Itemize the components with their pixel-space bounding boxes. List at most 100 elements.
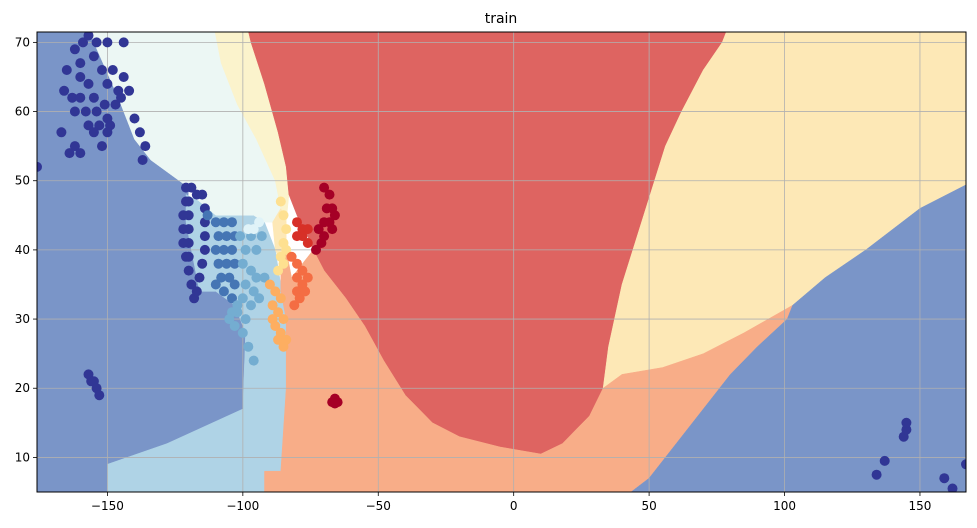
data-point xyxy=(267,300,278,311)
data-point xyxy=(56,127,67,138)
data-point xyxy=(178,210,189,221)
data-point xyxy=(294,293,305,304)
data-point xyxy=(227,293,237,304)
data-point xyxy=(302,224,313,235)
data-point xyxy=(118,37,129,48)
data-point xyxy=(329,210,340,221)
data-point xyxy=(297,265,308,276)
data-point xyxy=(97,141,107,152)
data-point xyxy=(183,265,194,276)
data-point xyxy=(901,417,912,428)
y-tick-label: 20 xyxy=(15,381,30,395)
data-point xyxy=(218,286,229,297)
data-point xyxy=(947,483,958,492)
plot-frame xyxy=(36,31,967,493)
data-point xyxy=(69,106,80,117)
data-point xyxy=(275,196,286,207)
data-point xyxy=(292,272,302,283)
data-point xyxy=(240,314,251,325)
y-tick-label: 60 xyxy=(15,105,30,119)
data-point xyxy=(237,293,248,304)
data-point xyxy=(83,32,94,41)
data-point xyxy=(137,155,148,165)
data-point xyxy=(94,390,105,401)
data-point xyxy=(879,455,890,466)
data-point xyxy=(199,231,210,242)
data-point xyxy=(329,398,340,409)
data-point xyxy=(129,113,140,124)
data-point xyxy=(124,85,135,96)
data-point xyxy=(78,37,88,48)
x-tick-label: 0 xyxy=(510,499,518,513)
data-point xyxy=(83,78,94,89)
data-point xyxy=(181,182,191,193)
x-tick-label: 100 xyxy=(773,499,796,513)
data-point xyxy=(210,279,221,290)
data-point xyxy=(232,300,243,311)
data-point xyxy=(224,314,235,325)
data-point xyxy=(281,244,292,255)
data-point xyxy=(116,92,126,103)
y-tick-label: 10 xyxy=(15,450,30,464)
data-point xyxy=(94,120,105,131)
data-point xyxy=(37,161,42,172)
data-point xyxy=(275,293,286,304)
data-point xyxy=(273,265,284,276)
data-point xyxy=(292,217,302,228)
data-point xyxy=(191,286,202,297)
y-tick-label: 30 xyxy=(15,312,30,326)
data-point xyxy=(319,231,330,242)
data-point xyxy=(69,44,80,55)
data-point xyxy=(88,92,99,103)
x-axis: −150 −100 −50 0 50 100 150 xyxy=(91,492,931,513)
data-point xyxy=(80,106,91,117)
data-point xyxy=(69,141,80,152)
data-point xyxy=(88,127,99,138)
data-point xyxy=(237,327,248,338)
data-point xyxy=(246,265,256,276)
data-point xyxy=(240,279,251,290)
data-point xyxy=(88,51,99,62)
data-point xyxy=(871,469,882,480)
x-tick-label: 50 xyxy=(641,499,656,513)
data-point xyxy=(213,258,224,269)
y-axis: 10 20 30 40 50 60 70 xyxy=(15,35,37,464)
data-point xyxy=(311,244,321,255)
data-point xyxy=(292,258,302,269)
data-point xyxy=(267,314,278,325)
data-point xyxy=(229,258,240,269)
data-point xyxy=(75,92,86,103)
data-point xyxy=(227,217,237,228)
data-point xyxy=(281,224,292,235)
data-point xyxy=(237,258,248,269)
plot-area xyxy=(37,32,966,492)
data-point xyxy=(251,272,262,283)
data-point xyxy=(181,196,191,207)
data-point xyxy=(278,258,289,269)
data-point xyxy=(118,72,129,82)
x-tick-label: −150 xyxy=(91,499,124,513)
data-point xyxy=(229,279,240,290)
data-point xyxy=(191,189,202,200)
data-point xyxy=(64,148,75,159)
data-point xyxy=(216,272,227,283)
data-point xyxy=(102,78,113,89)
data-point xyxy=(83,120,94,131)
data-point xyxy=(248,355,259,366)
data-point xyxy=(99,99,110,110)
data-point xyxy=(235,231,246,242)
x-tick-label: −50 xyxy=(366,499,391,513)
data-point xyxy=(199,244,210,255)
data-point xyxy=(286,251,297,262)
data-point xyxy=(210,217,221,228)
data-point xyxy=(243,341,254,352)
data-point xyxy=(107,65,118,75)
data-point xyxy=(961,459,966,470)
data-point xyxy=(939,473,950,484)
chart-title: train xyxy=(485,11,518,27)
data-point xyxy=(251,244,262,255)
data-point xyxy=(102,37,113,48)
data-point xyxy=(59,85,70,96)
data-point xyxy=(240,244,251,255)
